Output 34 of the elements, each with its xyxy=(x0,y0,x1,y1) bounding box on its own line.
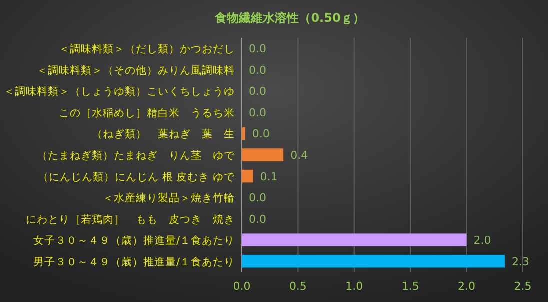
bar xyxy=(242,234,467,246)
y-tick-label: 女子３０～４９（歳）推進量/１食あたり xyxy=(33,234,235,248)
data-label: 2.0 xyxy=(474,234,492,248)
y-tick-label: ＜調味料類＞（その他）みりん風調味料 xyxy=(37,64,235,77)
y-tick-label: ＜調味料類＞（しょうゆ類）こいくちしょうゆ xyxy=(4,85,235,98)
bar xyxy=(242,127,246,140)
x-tick-label: 0.5 xyxy=(289,280,307,293)
x-tick-label: 1.5 xyxy=(402,280,420,293)
chart-title: 食物繊維水溶性（0.50ｇ） xyxy=(214,11,365,25)
data-label: 0.0 xyxy=(249,212,266,226)
data-label: 0.1 xyxy=(260,170,278,184)
data-label: 0.0 xyxy=(249,64,266,77)
data-label: 0.0 xyxy=(249,106,266,120)
x-tick-label: 1.0 xyxy=(346,280,364,293)
bar xyxy=(242,148,284,162)
data-label: 2.3 xyxy=(512,255,530,268)
y-tick-label: にわとり［若鶏肉］ もも 皮つき 焼き xyxy=(26,212,235,226)
x-tick-label: 0.0 xyxy=(233,280,251,293)
x-tick-label: 2.5 xyxy=(514,280,532,293)
x-tick-label: 2.0 xyxy=(458,280,476,293)
data-label: 0.0 xyxy=(249,42,266,56)
data-label: 0.4 xyxy=(290,149,308,162)
data-label: 0.0 xyxy=(249,85,266,98)
y-tick-label: ＜水産練り製品＞焼き竹輪 xyxy=(103,192,235,205)
data-label: 0.0 xyxy=(252,128,270,141)
y-tick-label: （にんじん類）にんじん 根 皮むき ゆで xyxy=(38,170,236,184)
y-tick-label: （たまねぎ類）たまねぎ りん茎 ゆで xyxy=(37,149,236,162)
data-label: 0.0 xyxy=(249,192,266,205)
y-tick-label: ＜調味料類＞（だし類）かつおだし xyxy=(59,42,235,56)
bar xyxy=(242,254,506,268)
y-tick-label: 男子３０～４９（歳）推進量/１食あたり xyxy=(33,255,235,268)
y-tick-label: （ねぎ類） 葉ねぎ 葉 生 xyxy=(92,128,235,141)
y-tick-label: この［水稲めし］精白米 うるち米 xyxy=(59,106,235,120)
bar xyxy=(242,170,254,183)
